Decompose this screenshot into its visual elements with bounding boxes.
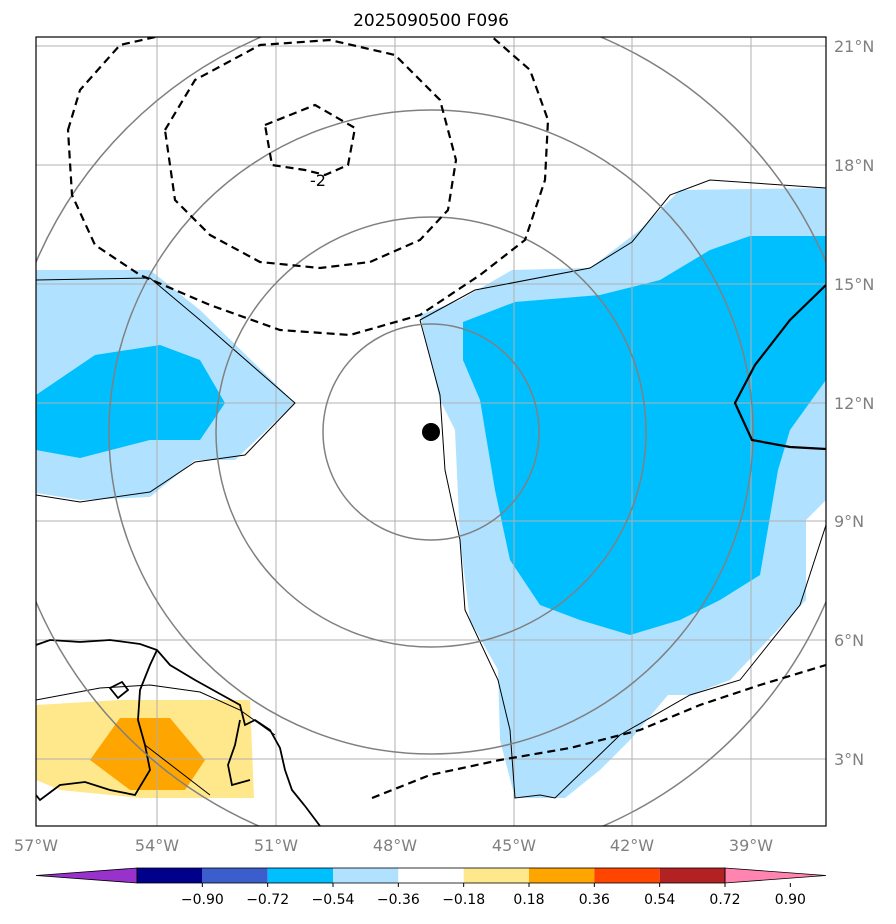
colorbar-swatch xyxy=(202,868,267,883)
colorbar-swatch xyxy=(137,868,202,883)
map-figure: 2025090500 F096 xyxy=(0,0,896,924)
colorbar-swatch xyxy=(529,868,594,883)
figure-title: 2025090500 F096 xyxy=(353,11,509,31)
colorbar-swatch xyxy=(398,868,463,883)
lat-label: 12°N xyxy=(834,394,874,413)
colorbar-swatch xyxy=(464,868,529,883)
lat-label: 18°N xyxy=(834,156,874,175)
colorbar-extend-low xyxy=(36,868,137,883)
longitude-labels: 57°W 54°W 51°W 48°W 45°W 42°W 39°W xyxy=(14,836,773,855)
colorbar-tick-label: −0.54 xyxy=(312,892,355,908)
colorbar-tick-label: 0.54 xyxy=(644,892,675,908)
colorbar-swatch xyxy=(660,868,725,883)
colorbar-tick-label: −0.72 xyxy=(246,892,289,908)
lon-label: 39°W xyxy=(729,836,773,855)
lon-label: 48°W xyxy=(373,836,417,855)
colorbar-extend-high xyxy=(725,868,826,883)
colorbar-tick-label: 0.90 xyxy=(775,892,806,908)
colorbar: −0.90 −0.72 −0.54 −0.36 −0.18 0.18 0.36 0.54 0.7… xyxy=(36,868,826,908)
lat-label: 9°N xyxy=(834,512,864,531)
colorbar-swatch xyxy=(594,868,659,883)
lon-label: 42°W xyxy=(610,836,654,855)
map-area: -2 xyxy=(1,2,861,862)
lon-label: 45°W xyxy=(492,836,536,855)
colorbar-tick-label: −0.90 xyxy=(181,892,224,908)
lat-label: 6°N xyxy=(834,631,864,650)
colorbar-tick-label: −0.18 xyxy=(442,892,485,908)
lat-label: 15°N xyxy=(834,275,874,294)
lon-label: 57°W xyxy=(14,836,58,855)
colorbar-tick-label: −0.36 xyxy=(377,892,420,908)
colorbar-tick-label: 0.36 xyxy=(579,892,610,908)
lon-label: 51°W xyxy=(254,836,298,855)
colorbar-tick-label: 0.18 xyxy=(513,892,544,908)
colorbar-tick-label: 0.72 xyxy=(709,892,740,908)
latitude-labels: 21°N 18°N 15°N 12°N 9°N 6°N 3°N xyxy=(834,37,874,769)
lat-label: 21°N xyxy=(834,37,874,56)
colorbar-swatch xyxy=(333,868,398,883)
lon-label: 54°W xyxy=(135,836,179,855)
lat-label: 3°N xyxy=(834,750,864,769)
colorbar-swatch xyxy=(268,868,333,883)
contour-label: -2 xyxy=(310,171,326,190)
storm-center-dot xyxy=(422,423,440,441)
